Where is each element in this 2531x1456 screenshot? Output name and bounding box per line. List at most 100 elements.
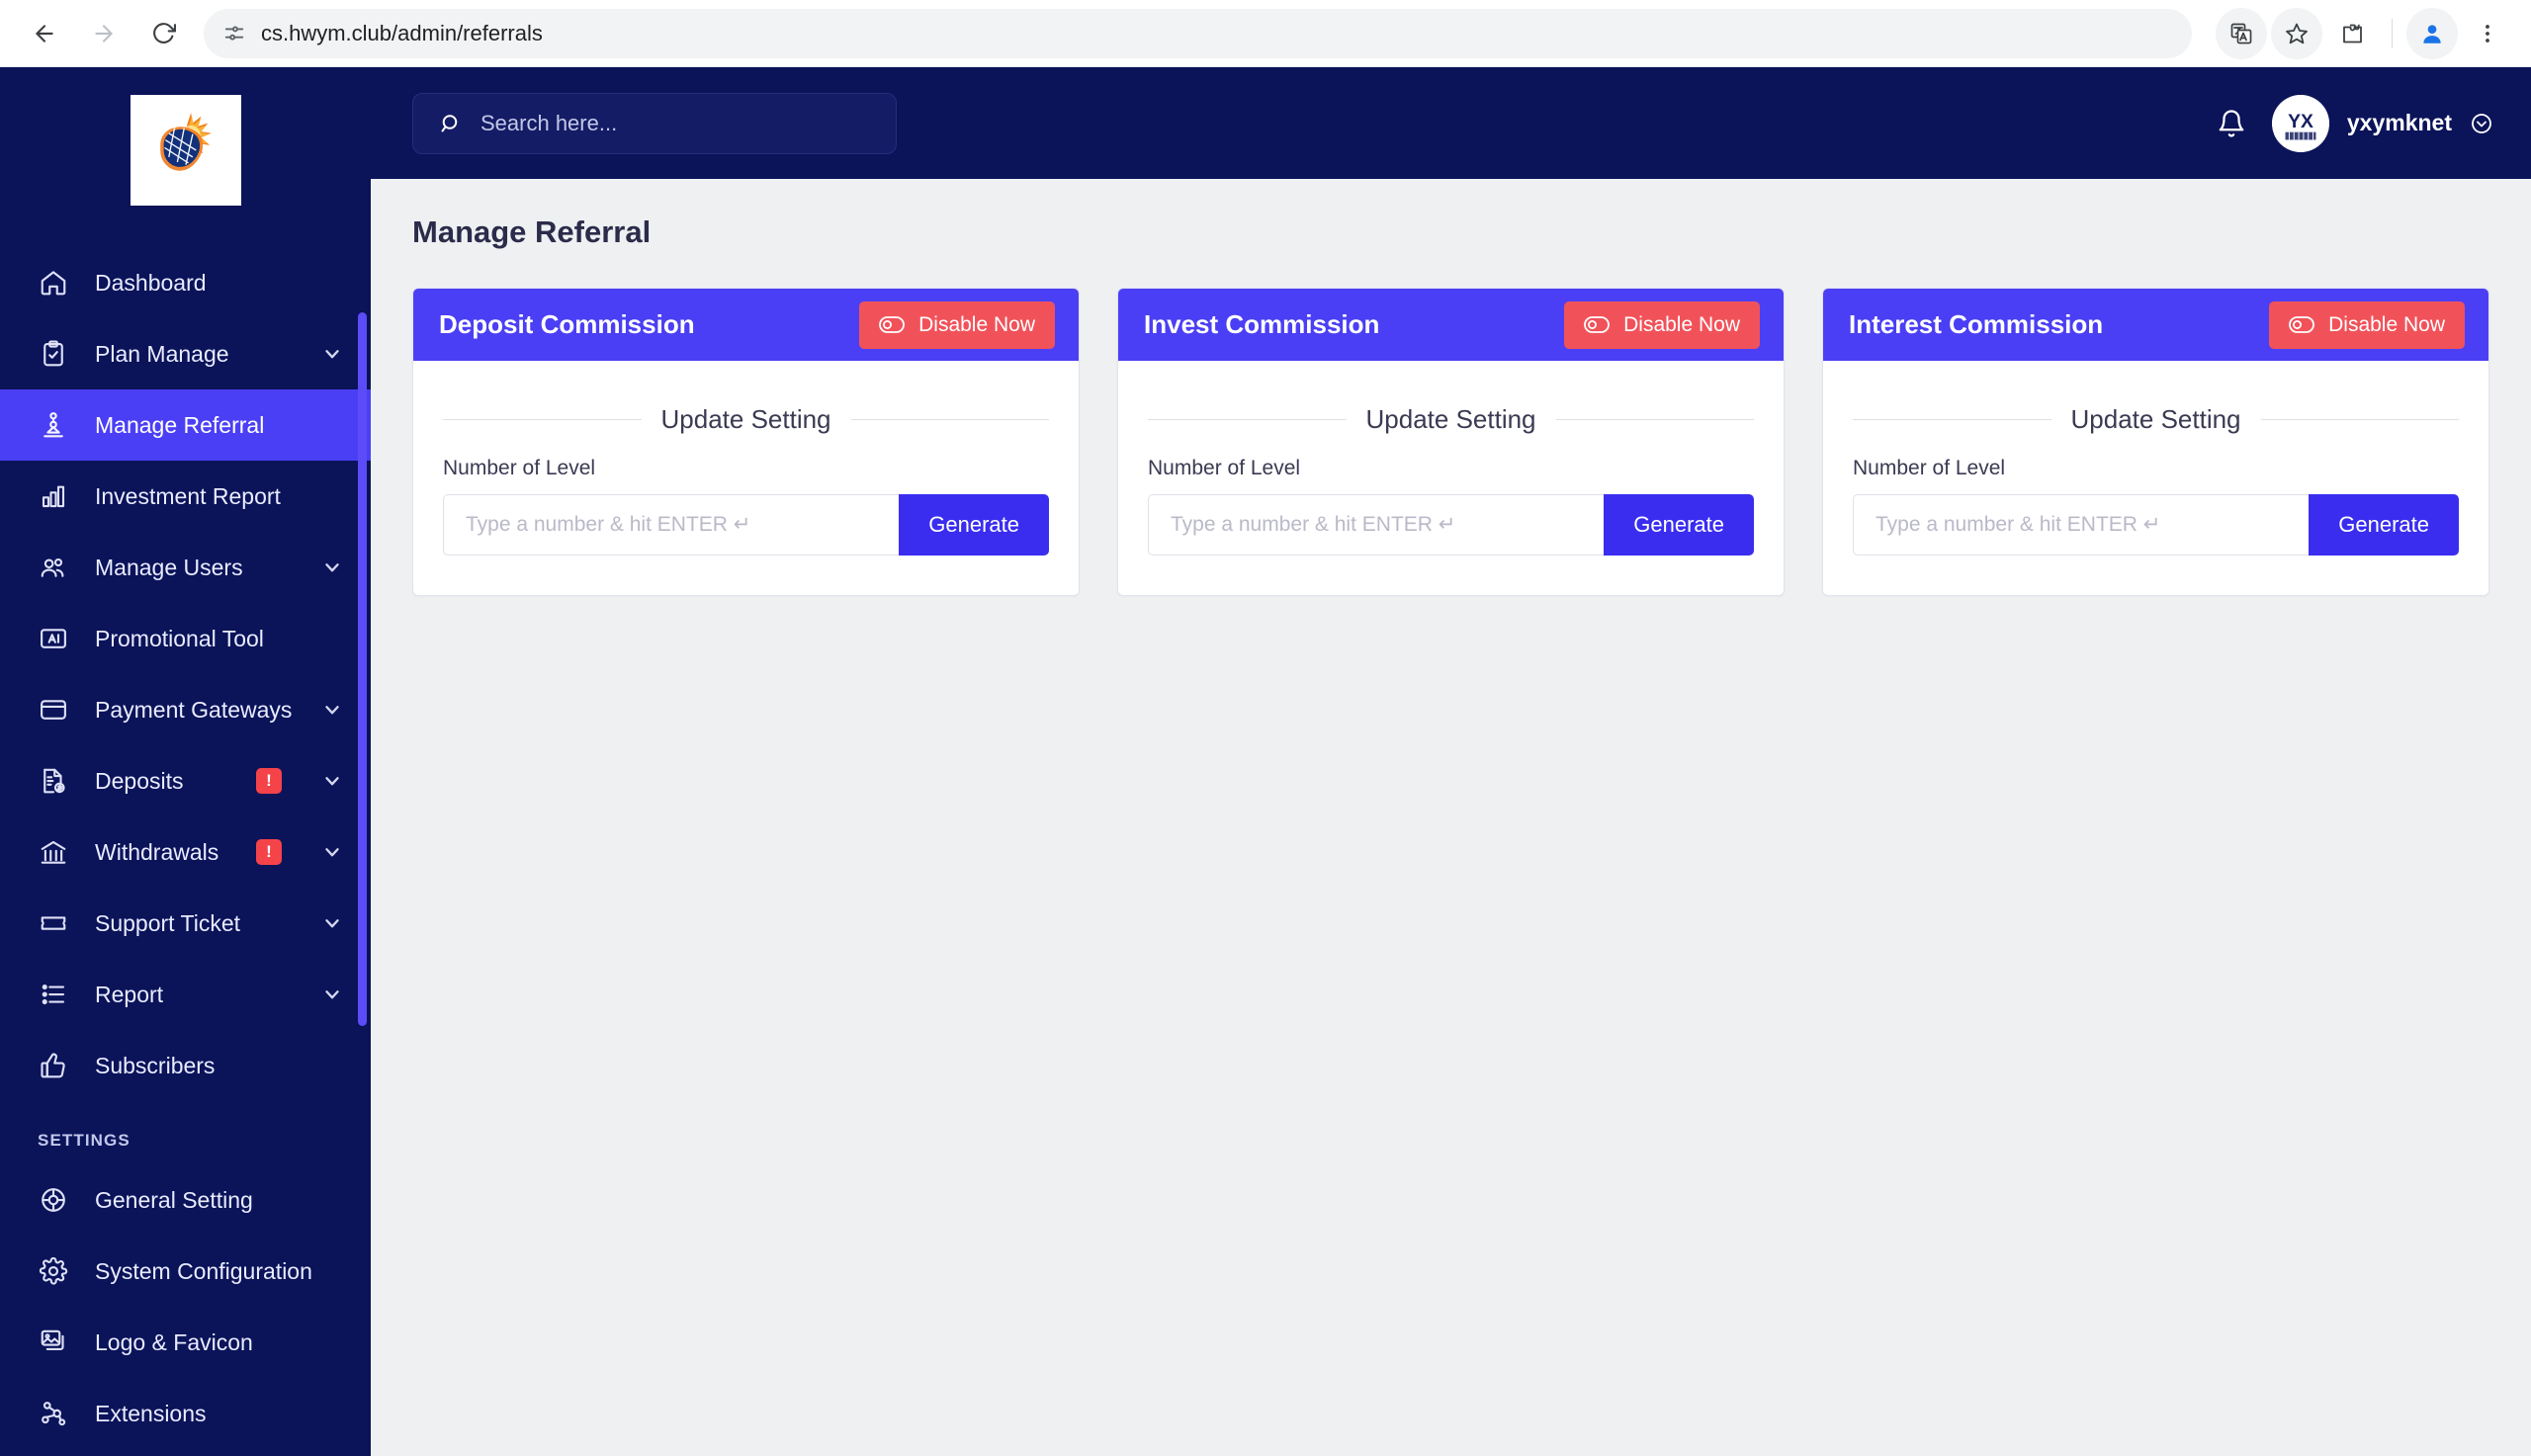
search-box[interactable] — [412, 92, 897, 154]
card-body: Update Setting Number of Level Generate — [413, 361, 1079, 595]
url-text: cs.hwym.club/admin/referrals — [261, 20, 543, 45]
sidebar-item-label: Logo & Favicon — [95, 1328, 253, 1355]
page-title: Manage Referral — [412, 214, 652, 249]
card-body: Update Setting Number of Level Generate — [1118, 361, 1784, 595]
thumbs-up-icon — [38, 1050, 69, 1081]
divider-line-left — [443, 419, 642, 420]
sidebar-item-investment-report[interactable]: Investment Report — [0, 461, 371, 532]
divider-line-right — [850, 419, 1050, 420]
card-header: Invest Commission Disable Now — [1118, 289, 1784, 361]
toolbar-divider — [2392, 18, 2393, 48]
topbar: YX yxymknet — [371, 67, 2531, 179]
sidebar-item-label: Manage Users — [95, 554, 243, 580]
deposit-doc-icon — [38, 765, 69, 797]
sidebar-scrollbar-thumb[interactable] — [358, 312, 367, 1026]
referral-tree-icon — [38, 409, 69, 441]
number-of-level-label: Number of Level — [1148, 457, 1301, 479]
users-icon — [38, 552, 69, 583]
generate-button[interactable]: Generate — [899, 494, 1049, 556]
gear-icon — [38, 1255, 69, 1287]
sidebar-item-label: System Configuration — [95, 1257, 312, 1284]
level-input-group: Generate — [443, 494, 1049, 556]
search-icon — [439, 112, 463, 135]
chevron-down-icon[interactable] — [321, 557, 343, 578]
sidebar-item-label: Report — [95, 981, 164, 1007]
sidebar-item-payment-gateways[interactable]: Payment Gateways — [0, 674, 371, 745]
update-setting-title: Update Setting — [660, 404, 831, 434]
main-area: YX yxymknet — [371, 67, 2531, 1456]
sidebar-item-manage-referral[interactable]: Manage Referral — [0, 389, 371, 461]
home-icon — [38, 267, 69, 299]
sidebar-item-general-setting[interactable]: General Setting — [0, 1164, 371, 1236]
divider-line-left — [1148, 419, 1347, 420]
reload-button[interactable] — [136, 7, 190, 60]
notification-bell-icon[interactable] — [2217, 109, 2246, 138]
nodes-icon — [38, 1398, 69, 1429]
sidebar-item-dashboard[interactable]: Dashboard — [0, 247, 371, 318]
chevron-down-circle-icon[interactable] — [2470, 112, 2493, 135]
chevron-down-icon[interactable] — [321, 912, 343, 934]
commission-card-row: Deposit Commission Disable Now Update Se… — [412, 288, 2489, 596]
sidebar-item-extensions[interactable]: Extensions — [0, 1378, 371, 1449]
sidebar-item-withdrawals[interactable]: Withdrawals ! — [0, 816, 371, 888]
sidebar-logo[interactable] — [0, 67, 371, 247]
chevron-down-icon[interactable] — [321, 343, 343, 365]
sidebar-item-label: Dashboard — [95, 269, 207, 296]
chevron-down-icon[interactable] — [321, 699, 343, 721]
username-label: yxymknet — [2346, 110, 2452, 135]
translate-icon[interactable] — [2216, 7, 2267, 59]
number-of-level-input[interactable] — [443, 494, 900, 556]
site-settings-icon[interactable] — [223, 23, 245, 44]
profile-avatar-icon[interactable] — [2406, 7, 2458, 59]
sidebar-item-label: Payment Gateways — [95, 696, 293, 723]
chevron-down-icon[interactable] — [321, 841, 343, 863]
sidebar-item-label: General Setting — [95, 1186, 253, 1213]
three-dot-menu-icon[interactable] — [2462, 8, 2513, 59]
sidebar-nav: Dashboard Plan Manage Manage Referral In… — [0, 247, 371, 1101]
forward-button[interactable] — [77, 7, 131, 60]
toggle-switch-icon — [2289, 316, 2315, 333]
card-header: Deposit Commission Disable Now — [413, 289, 1079, 361]
sidebar-item-label: Extensions — [95, 1400, 207, 1426]
chevron-down-icon[interactable] — [321, 770, 343, 792]
sidebar-item-label: Promotional Tool — [95, 625, 264, 651]
number-of-level-input[interactable] — [1148, 494, 1605, 556]
sidebar-item-promotional-tool[interactable]: Promotional Tool — [0, 603, 371, 674]
generate-button[interactable]: Generate — [2309, 494, 2459, 556]
sidebar-item-label: Manage Referral — [95, 411, 265, 438]
extensions-puzzle-icon[interactable] — [2326, 8, 2378, 59]
sidebar-item-manage-users[interactable]: Manage Users — [0, 532, 371, 603]
user-menu[interactable]: YX yxymknet — [2271, 94, 2493, 152]
number-of-level-label: Number of Level — [1853, 457, 2006, 479]
sidebar-item-label: Support Ticket — [95, 909, 241, 936]
number-of-level-input[interactable] — [1853, 494, 2310, 556]
divider-line-left — [1853, 419, 2051, 420]
divider-line-right — [2260, 419, 2460, 420]
sidebar-item-logo-favicon[interactable]: Logo & Favicon — [0, 1307, 371, 1378]
chevron-down-icon[interactable] — [321, 984, 343, 1005]
globe-gear-icon — [38, 1184, 69, 1216]
sidebar-item-deposits[interactable]: Deposits ! — [0, 745, 371, 816]
search-input[interactable] — [480, 110, 870, 136]
generate-button[interactable]: Generate — [1604, 494, 1754, 556]
sidebar-item-subscribers[interactable]: Subscribers — [0, 1030, 371, 1101]
bookmark-star-icon[interactable] — [2271, 7, 2322, 59]
browser-toolbar: cs.hwym.club/admin/referrals — [0, 0, 2531, 67]
sidebar-item-report[interactable]: Report — [0, 959, 371, 1030]
disable-now-label: Disable Now — [1623, 312, 1740, 336]
sidebar-item-label: Withdrawals — [95, 838, 219, 865]
sidebar-item-label: Investment Report — [95, 482, 281, 509]
disable-now-button[interactable]: Disable Now — [1564, 300, 1760, 349]
omnibox[interactable]: cs.hwym.club/admin/referrals — [204, 8, 2192, 58]
divider-line-right — [1555, 419, 1755, 420]
back-button[interactable] — [18, 7, 71, 60]
sidebar-item-system-configuration[interactable]: System Configuration — [0, 1236, 371, 1307]
disable-now-button[interactable]: Disable Now — [859, 300, 1055, 349]
disable-now-button[interactable]: Disable Now — [2269, 300, 2465, 349]
sidebar-item-plan-manage[interactable]: Plan Manage — [0, 318, 371, 389]
content-area: Manage Referral Deposit Commission Disab… — [371, 179, 2531, 1456]
credit-card-icon — [38, 694, 69, 726]
sidebar-scrollbar-track[interactable] — [358, 67, 369, 1456]
toggle-switch-icon — [1584, 316, 1611, 333]
sidebar-item-support-ticket[interactable]: Support Ticket — [0, 888, 371, 959]
